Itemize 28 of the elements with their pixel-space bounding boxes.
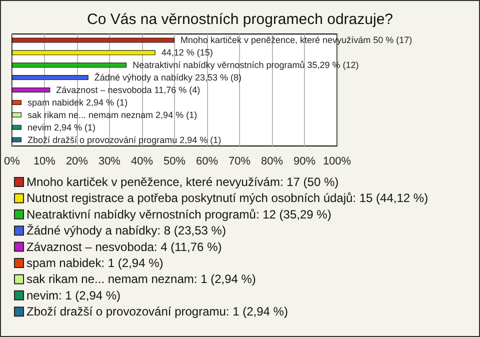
x-tick-label: 100% xyxy=(322,156,352,168)
legend-label: Nutnost registrace a potřeba poskytnutí mých osobních údajů: 15 (44,12 %) xyxy=(26,191,428,206)
legend-label: Zboží dražší o provozování programu: 1 (2,94 %) xyxy=(26,304,288,319)
x-tick-label: 0% xyxy=(4,156,20,168)
legend-label: nevim: 1 (2,94 %) xyxy=(26,288,121,302)
legend-label: Žádné výhody a nabídky: 8 (23,53 %) xyxy=(26,224,226,238)
x-tick-label: 50% xyxy=(163,156,186,168)
x-tick-label: 80% xyxy=(260,156,284,168)
data-label: spam nabidek 2,94 % (1) xyxy=(28,97,128,108)
x-tick-label: 90% xyxy=(293,156,316,168)
legend-label: Mnoho kartiček v peněžence, které nevyužívám: 17 (50 %) xyxy=(26,175,339,189)
legend-label: Neatraktivní nabídky věrnostních programů: 12 (35,29 %) xyxy=(26,207,332,222)
legend-label: spam nabidek: 1 (2,94 %) xyxy=(26,256,164,270)
data-label: 44,12 % (15) xyxy=(161,48,213,58)
x-tick-label: 10% xyxy=(33,156,56,168)
data-label: Zboží dražší o provozování programu 2,94 % (1) xyxy=(28,134,222,145)
x-tick-label: 70% xyxy=(228,156,251,168)
data-label: Žádné výhody a nabídky 23,53 % (8) xyxy=(94,72,242,83)
data-label: Závaznost – nesvoboda 11,76 % (4) xyxy=(56,85,200,95)
x-tick-label: 30% xyxy=(98,156,121,168)
x-tick-label: 60% xyxy=(196,156,218,168)
legend-label: sak rikam ne... nemam neznam: 1 (2,94 %) xyxy=(26,272,256,286)
data-label: sak rikam ne... nemam neznam 2,94 % (1) xyxy=(28,110,198,120)
x-tick-label: 20% xyxy=(66,156,88,168)
legend-label: Závaznost – nesvoboda: 4 (11,76 %) xyxy=(26,240,222,254)
x-tick-label: 40% xyxy=(130,156,154,168)
chart-title: Co Vás na věrnostních programech odrazuje? xyxy=(86,11,394,28)
data-label: nevim 2,94 % (1) xyxy=(28,122,96,132)
